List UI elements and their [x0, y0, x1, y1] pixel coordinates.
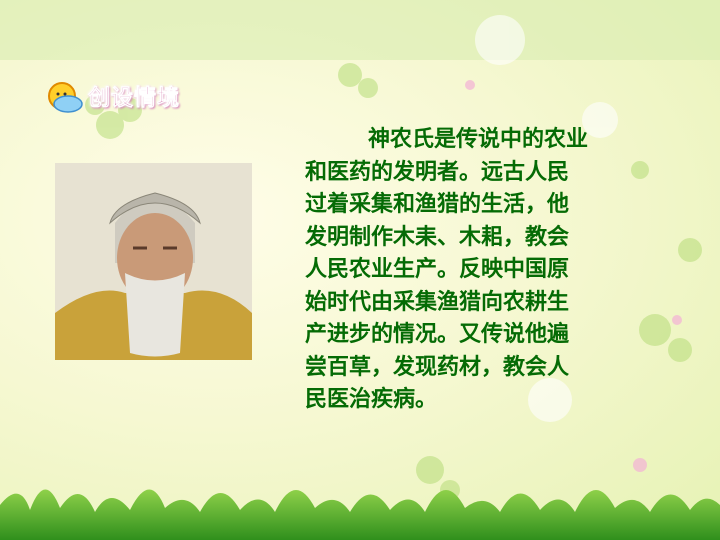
text-line: 产进步的情况。又传说他遍 — [305, 322, 570, 347]
text-line: 发明制作木耒、木耜，教会 — [305, 224, 570, 250]
section-heading: 创设情境 — [88, 86, 181, 112]
portrait-image — [55, 163, 252, 360]
text-line: 民医治疾病。 — [305, 387, 438, 412]
text-line: 和医药的发明者。远古人民 — [305, 159, 570, 185]
text-line: 尝百草，发现药材，教会人 — [305, 354, 570, 380]
text-line: 始时代由采集渔猎向农耕生 — [305, 289, 570, 315]
text-line: 过着采集和渔猎的生活，他 — [305, 192, 570, 217]
text-line: 人民农业生产。反映中国原 — [305, 257, 570, 282]
body-text: 神农氏是传说中的农业 和医药的发明者。远古人民 过着采集和渔猎的生活，他 发明制… — [305, 124, 650, 417]
text-line: 神农氏是传说中的农业 — [368, 127, 589, 152]
